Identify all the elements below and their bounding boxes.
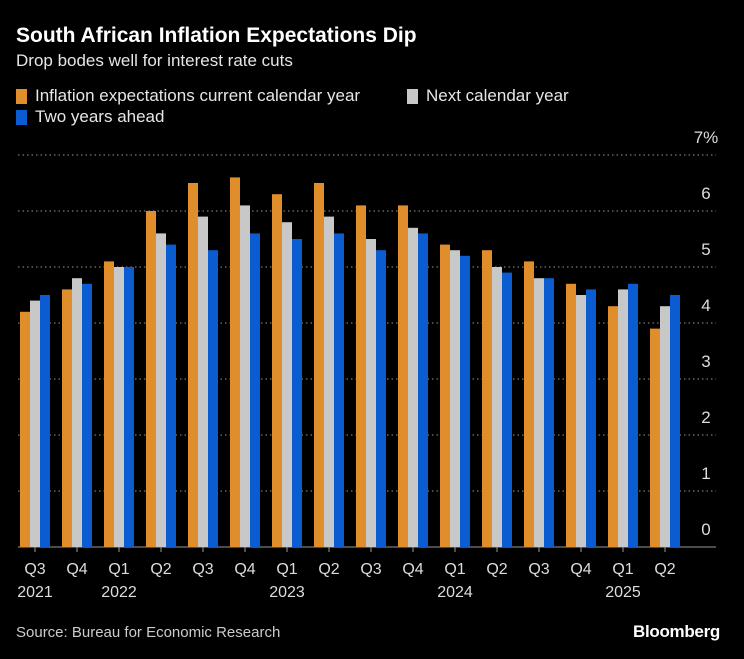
legend-label: Next calendar year [426,86,569,105]
legend-swatch [16,88,27,104]
chart-title: South African Inflation Expectations Dip [16,24,417,47]
bar [314,183,324,547]
bar [650,328,660,547]
x-year-label: 2025 [605,584,641,601]
bar [628,283,638,547]
bar [524,261,534,547]
x-year-label: 2022 [101,584,137,601]
bar [72,278,82,547]
bar [670,295,680,547]
bar [104,261,114,547]
legend-item-current-year: Inflation expectations current calendar … [16,86,360,106]
x-year-label: 2021 [17,584,53,601]
bar [502,272,512,547]
bar [450,250,460,547]
chart-subtitle: Drop bodes well for interest rate cuts [16,51,293,70]
bar [460,255,470,548]
bar [660,306,670,547]
y-tick-label: 4 [701,296,710,315]
x-tick-label: Q4 [66,561,87,578]
legend-label: Inflation expectations current calendar … [35,86,361,105]
y-tick-label: 2 [701,408,710,427]
x-tick-label: Q2 [654,561,675,578]
bar [208,250,218,547]
x-tick-label: Q1 [612,561,633,578]
bar [398,205,408,547]
x-tick-label: Q3 [528,561,549,578]
bar [356,205,366,547]
bar [418,233,428,547]
x-tick-label: Q4 [402,561,423,578]
x-tick-label: Q1 [444,561,465,578]
bar [124,267,134,547]
bar [440,244,450,547]
bar [272,194,282,547]
x-tick-label: Q2 [318,561,339,578]
bar [250,233,260,547]
legend-item-two-years: Two years ahead [16,107,164,127]
y-tick-label: 7% [694,128,719,147]
y-tick-label: 3 [701,352,710,371]
x-tick-label: Q2 [486,561,507,578]
y-tick-label: 6 [701,184,710,203]
bar [146,211,156,547]
bar [230,177,240,547]
y-tick-label: 0 [701,520,710,539]
bar [156,233,166,547]
x-tick-label: Q4 [234,561,255,578]
legend-swatch [16,109,27,125]
bar [62,289,72,547]
x-tick-label: Q1 [276,561,297,578]
bar [282,222,292,547]
x-tick-label: Q4 [570,561,591,578]
x-year-label: 2023 [269,584,305,601]
x-tick-label: Q2 [150,561,171,578]
y-tick-label: 1 [701,464,710,483]
bar [20,311,30,547]
x-tick-label: Q3 [24,561,45,578]
bar [408,227,418,548]
legend-swatch [407,88,418,104]
bar [30,300,40,547]
bloomberg-logo: Bloomberg [632,622,720,641]
bar [240,205,250,547]
legend-label: Two years ahead [35,107,165,126]
bar [292,239,302,547]
bar [166,244,176,547]
x-tick-label: Q3 [360,561,381,578]
legend-item-next-year: Next calendar year [407,86,569,106]
x-tick-label: Q1 [108,561,129,578]
bar [492,267,502,547]
bar [366,239,376,547]
bar [566,283,576,547]
x-year-label: 2024 [437,584,473,601]
bar [40,295,50,547]
x-tick-label: Q3 [192,561,213,578]
source-note: Source: Bureau for Economic Research [16,624,281,641]
bar [608,306,618,547]
bar [114,267,124,547]
bar [188,183,198,547]
y-tick-label: 5 [701,240,710,259]
bar [376,250,386,547]
bar [618,289,628,547]
bar [82,283,92,547]
bar [576,295,586,547]
bar [586,289,596,547]
bar [324,216,334,547]
bar [198,216,208,547]
bar [334,233,344,547]
bar [544,278,554,547]
bar [482,250,492,547]
bar [534,278,544,547]
